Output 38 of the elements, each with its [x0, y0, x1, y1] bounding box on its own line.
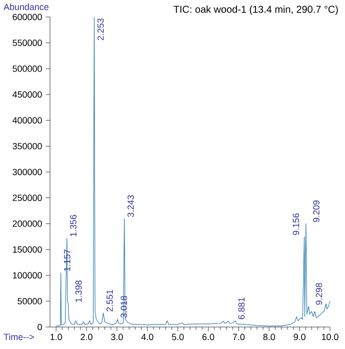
y-tick-label: 550000: [12, 40, 42, 46]
y-tick-label: 600000: [12, 14, 42, 20]
annotation: 1.356: [70, 214, 76, 236]
annotation: 2.253: [97, 18, 104, 40]
y-tick-label: 200000: [12, 220, 42, 227]
annotation: 6.881: [238, 298, 245, 320]
annotation: 9.298: [316, 283, 322, 305]
x-tick-label: 2.0: [80, 334, 92, 340]
x-tick-label: 7.0: [232, 334, 245, 340]
y-tick-label: 50000: [18, 298, 42, 304]
y-axis-title: Abundance: [4, 4, 48, 10]
y-tick-label: 150000: [12, 246, 42, 253]
x-tick-label: 5.0: [172, 334, 184, 340]
line-series: [56, 16, 330, 326]
x-tick-label: 8.0: [263, 334, 276, 340]
x-tick-label: 9.0: [294, 334, 306, 340]
chart-title: TIC: oak wood-1 (13.4 min, 290.7 °C): [174, 6, 338, 15]
x-tick-label: 6.0: [202, 334, 214, 340]
annotation: 2.551: [106, 290, 113, 312]
y-tick-label: 450000: [12, 91, 42, 98]
y-tick-label: 300000: [12, 168, 42, 176]
x-tick-label: 10.0: [322, 334, 338, 340]
y-tick-label: 250000: [12, 194, 42, 202]
annotation: 9.156: [292, 213, 300, 235]
y-tick-label: 100000: [12, 272, 42, 279]
x-tick-label: 1.0: [50, 334, 62, 340]
annotation: 3.018: [120, 296, 128, 318]
y-tick-label: 0: [38, 324, 42, 330]
x-tick-label: 4.0: [141, 334, 154, 340]
annotation: 3.243: [128, 195, 134, 217]
y-tick-label: 400000: [12, 117, 42, 124]
annotation: 9.209: [313, 200, 320, 222]
y-tick-label: 500000: [12, 65, 42, 72]
x-axis-title: Time-->: [4, 334, 34, 340]
x-tick-label: 3.0: [111, 334, 123, 340]
annotation: 1.157: [64, 250, 70, 271]
y-tick-label: 350000: [12, 142, 42, 150]
annotation: 1.398: [75, 280, 82, 302]
